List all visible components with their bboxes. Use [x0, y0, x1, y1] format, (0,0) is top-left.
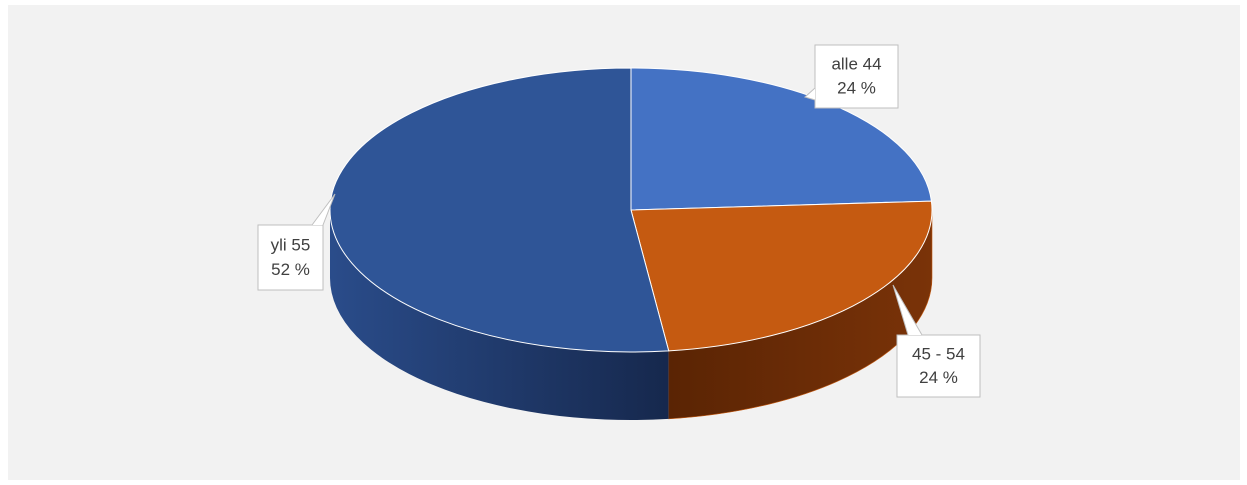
data-label-box — [257, 224, 324, 291]
data-label-category: yli 55 — [271, 235, 311, 254]
data-label-value: 24 % — [919, 368, 958, 387]
data-label-category: 45 - 54 — [912, 344, 965, 363]
slice — [630, 200, 933, 352]
data-label-box — [896, 334, 981, 398]
slice — [329, 67, 670, 353]
data-label-value: 52 % — [271, 260, 310, 279]
slice-side — [330, 210, 669, 420]
data-label-pointer — [311, 193, 336, 226]
data-label-category: alle 44 — [831, 55, 881, 74]
data-label-pointer — [804, 87, 816, 101]
data-label-box — [814, 44, 899, 109]
data-label-pointer — [892, 284, 923, 336]
data-label-value: 24 % — [837, 79, 876, 98]
